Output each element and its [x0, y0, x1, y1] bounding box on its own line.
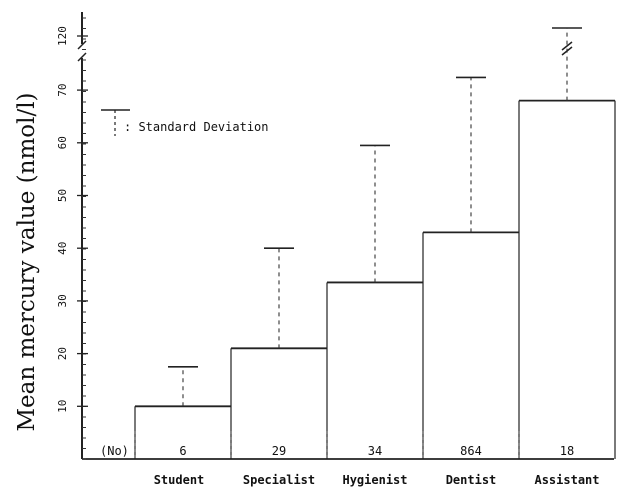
count-label: 29	[272, 444, 286, 458]
x-category-label: Assistant	[534, 473, 599, 487]
y-tick-label: 20	[56, 347, 69, 360]
error-break-mark	[561, 46, 573, 56]
bars	[134, 99, 616, 459]
axis-break-mark	[77, 40, 87, 50]
y-tick-label: 40	[56, 242, 69, 255]
y-tick-label: 60	[56, 136, 69, 149]
count-label: 6	[179, 444, 186, 458]
count-label: 18	[560, 444, 574, 458]
error-bars	[168, 27, 582, 407]
y-tick-label: 50	[56, 189, 69, 202]
axis-break-mark	[77, 52, 87, 62]
axes	[77, 12, 614, 460]
legend: : Standard Deviation	[101, 109, 269, 136]
x-category-label: Student	[154, 473, 205, 487]
y-tick-label: 10	[56, 400, 69, 413]
x-category-label: Specialist	[243, 473, 315, 487]
x-category-label: Hygienist	[342, 473, 407, 487]
count-labels: 6 29 34 864 18	[179, 444, 574, 458]
y-tick-label: 120	[56, 26, 69, 46]
error-break-mark	[561, 41, 573, 51]
y-tick-label: 70	[56, 83, 69, 96]
x-category-label: Dentist	[446, 473, 497, 487]
y-ticks: 10 20 30 40 50 60 70 120	[56, 26, 88, 413]
count-label: 34	[368, 444, 382, 458]
legend-label: : Standard Deviation	[124, 120, 269, 134]
x-labels: Student Specialist Hygienist Dentist Assista…	[154, 473, 600, 487]
count-label: 864	[460, 444, 482, 458]
y-axis-title: Mean mercury value (nmol/l)	[14, 92, 40, 431]
y-tick-label: 30	[56, 294, 69, 307]
counts-label: (No)	[100, 444, 129, 458]
